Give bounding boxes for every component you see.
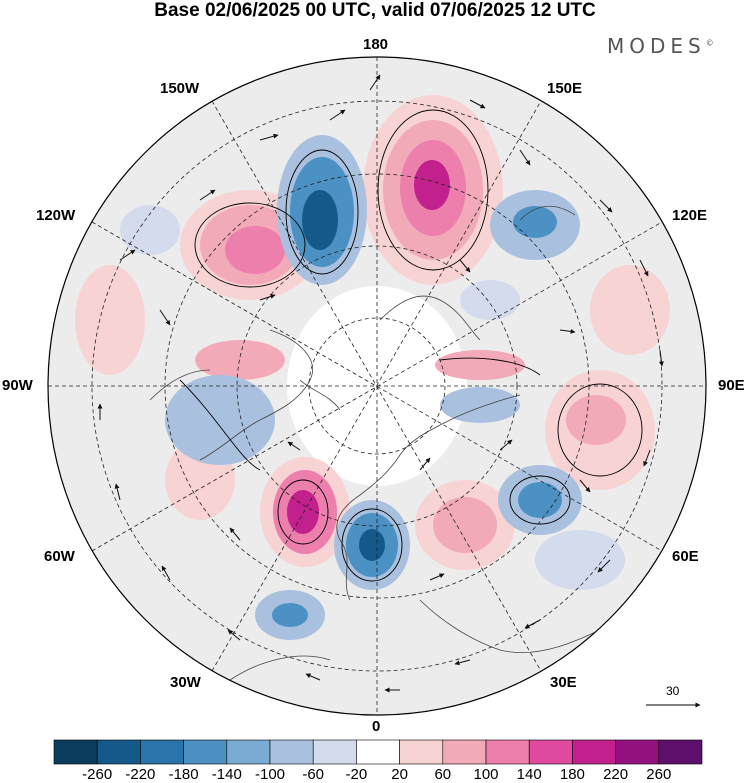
colorbar-swatch	[356, 739, 400, 765]
contour-lines	[179, 109, 643, 582]
negative-anomaly-north-pacific	[277, 135, 367, 285]
anomaly-field	[48, 57, 706, 715]
coastlines	[149, 205, 621, 681]
negative-anomaly-east-siberia	[490, 190, 580, 260]
wind-scale-label: 30	[666, 684, 680, 698]
colorbar-tick-label: -100	[254, 766, 286, 783]
colorbar-swatch	[312, 739, 357, 765]
colorbar-swatch	[485, 739, 530, 765]
colorbar-swatch	[572, 739, 616, 765]
colorbar-tick-label: -20	[345, 766, 368, 783]
colorbar-swatch	[226, 739, 271, 765]
positive-anomaly-siberia	[435, 265, 670, 490]
positive-anomaly-europe	[415, 480, 515, 570]
colorbar-tick-label: -140	[211, 766, 242, 783]
lon-label-120w: 120W	[36, 207, 76, 224]
map-border	[47, 56, 707, 716]
lon-label-90e: 90E	[718, 377, 745, 394]
colorbar-swatch	[528, 739, 573, 765]
negative-anomaly-norway	[334, 500, 410, 590]
lon-label-180: 180	[363, 36, 389, 53]
colorbar-swatch	[53, 739, 98, 765]
lon-label-90w: 90W	[2, 377, 33, 394]
colorbar-tick-label: -180	[168, 766, 199, 783]
map-title: Base 02/06/2025 00 UTC, valid 07/06/2025…	[154, 0, 596, 21]
colorbar-swatch	[399, 739, 444, 765]
positive-anomaly-america	[75, 265, 285, 520]
positive-anomaly-north	[363, 95, 503, 285]
colorbar-tick-label: 20	[391, 766, 408, 783]
colorbar-swatch	[183, 739, 228, 765]
positive-anomaly-atlantic	[260, 457, 350, 567]
lon-label-150w: 150W	[160, 80, 200, 97]
lon-label-30e: 30E	[550, 674, 577, 691]
colorbar-tick-label: 140	[516, 766, 542, 783]
colorbar-tick-label: 260	[646, 766, 672, 783]
lon-label-30w: 30W	[170, 674, 201, 691]
wind-vectors	[97, 74, 664, 693]
graticule	[48, 57, 706, 715]
lon-label-120e: 120E	[672, 207, 708, 224]
lon-label-0: 0	[372, 718, 381, 735]
lon-label-60w: 60W	[44, 548, 75, 565]
colorbar-tick-label: -60	[302, 766, 325, 783]
colorbar	[53, 739, 703, 765]
colorbar-swatch	[140, 739, 184, 765]
colorbar-swatch	[96, 739, 141, 765]
colorbar-swatch	[658, 739, 703, 765]
positive-anomaly-northwest	[180, 190, 320, 300]
colorbar-tick-label: 220	[603, 766, 629, 783]
colorbar-tick-label: 180	[559, 766, 585, 783]
colorbar-swatch	[269, 739, 314, 765]
colorbar-tick-label: -220	[125, 766, 156, 783]
lon-label-60e: 60E	[672, 548, 699, 565]
colorbar-swatch	[615, 739, 660, 765]
colorbar-swatch	[442, 739, 487, 765]
colorbar-tick-label: 60	[434, 766, 452, 783]
lon-label-150e: 150E	[547, 80, 583, 97]
colorbar-tick-label: -260	[82, 766, 113, 783]
colorbar-tick-label: 100	[473, 766, 499, 783]
negative-anomaly-other	[120, 205, 625, 640]
brand-logo: MODES©	[607, 34, 714, 58]
